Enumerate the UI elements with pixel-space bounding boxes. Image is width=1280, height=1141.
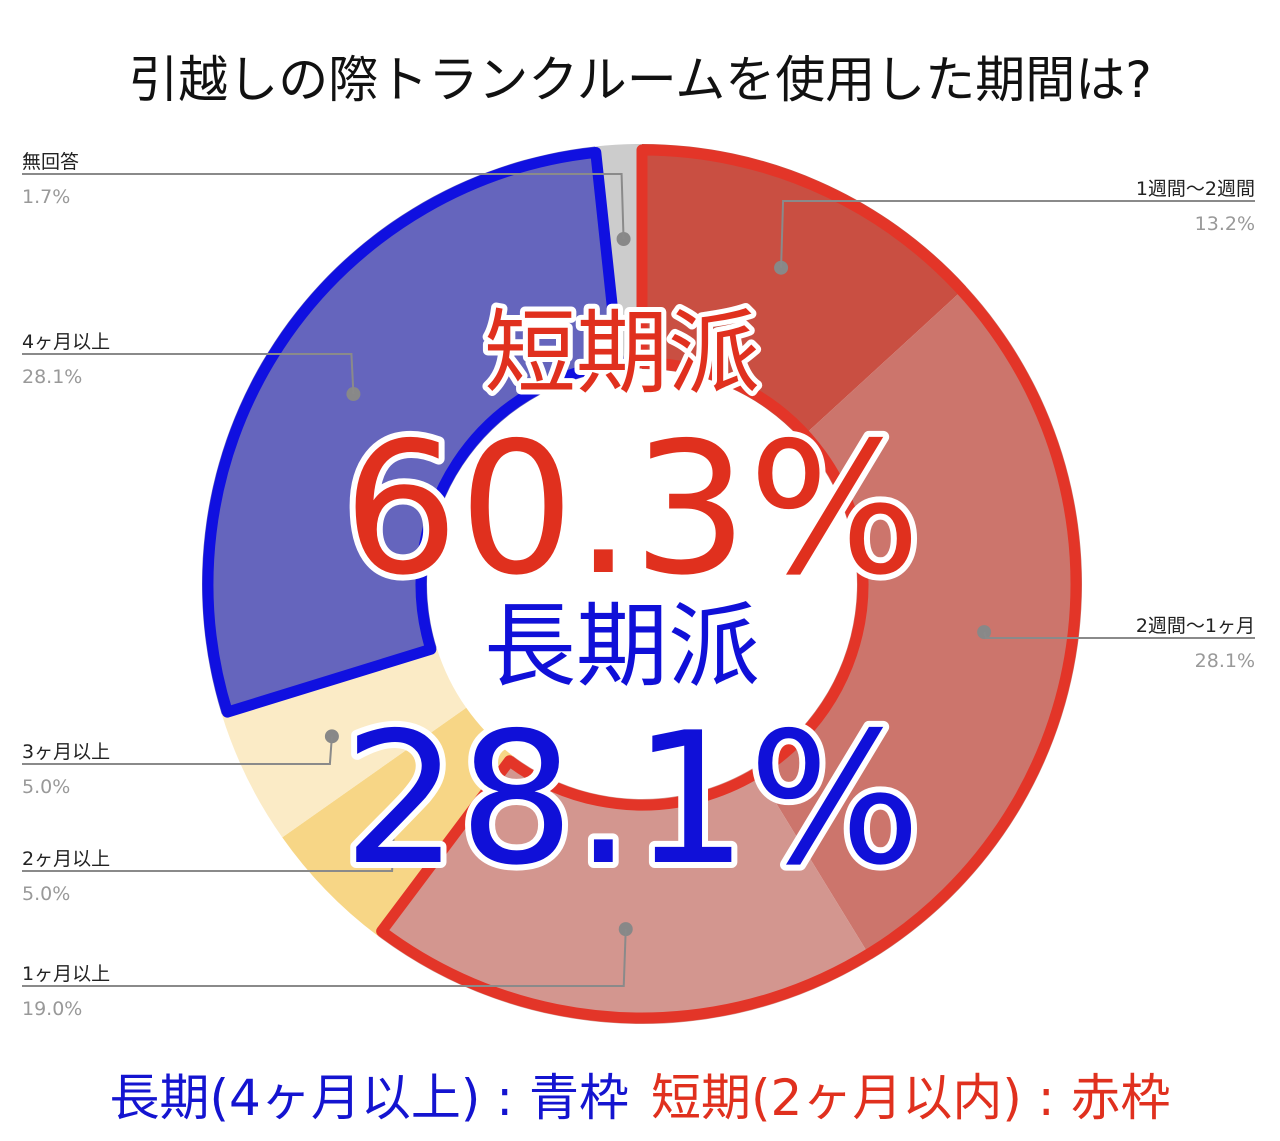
slice-1-leader-line [780, 200, 1255, 268]
slice-1-segment [642, 144, 967, 439]
slice-4-value-label: 5.0% [22, 883, 70, 905]
slices-layer [202, 144, 1082, 1024]
slice-5-label: 3ヶ月以上 [22, 741, 110, 763]
short-term-outline [376, 144, 1082, 1024]
outlines-layer [202, 144, 1082, 1024]
slice-6-value-label: 28.1% [22, 366, 82, 388]
labels-layer: 1週間〜2週間 13.2% 2週間〜1ヶ月 28.1% 1ヶ月以上 19.0% 2ヶ月以上 5… [22, 151, 1255, 1020]
slice-5-value-label: 5.0% [22, 776, 70, 798]
slice-2-value-label: 28.1% [1195, 650, 1255, 672]
slice-1-label: 1週間〜2週間 [1136, 178, 1255, 200]
slice-6-leader-line [22, 353, 355, 395]
slice-7-segment [595, 144, 642, 371]
slice-7-label: 無回答 [22, 151, 79, 173]
long-term-outline [202, 146, 624, 718]
slice-2-leader-line [983, 631, 1255, 639]
chart-title: 引越しの際トランクルームを使用した期間は? [128, 51, 1152, 109]
slice-3-segment [378, 756, 872, 1024]
slice-3-leader-line [22, 929, 627, 987]
slice-7-leader-line [22, 173, 625, 240]
slice-4-leader-line [22, 824, 396, 872]
legend-footer: 長期(4ヶ月以上) : 青枠 短期(2ヶ月以内) : 赤枠 [0, 1058, 1280, 1130]
leaders-layer [22, 173, 1255, 987]
slice-4-label: 2ヶ月以上 [22, 848, 110, 870]
slice-3-value-label: 19.0% [22, 998, 82, 1020]
center-annotations: 短期派 60.3% 長期派 28.1% [337, 295, 927, 911]
slice-7-value-label: 1.7% [22, 186, 70, 208]
slice-6-segment [202, 146, 620, 714]
slice-1-value-label: 13.2% [1195, 213, 1255, 235]
long-term-value: 28.1% [343, 693, 921, 905]
slice-2-label: 2週間〜1ヶ月 [1136, 615, 1255, 637]
short-term-label: 短期派 [484, 300, 760, 407]
slice-6-label: 4ヶ月以上 [22, 331, 110, 353]
long-term-label: 長期派 [484, 593, 760, 700]
short-term-value: 60.3% [343, 403, 921, 615]
slice-5-segment [221, 647, 467, 838]
slice-2-segment [754, 286, 1082, 960]
slice-3-label: 1ヶ月以上 [22, 963, 110, 985]
short-term-legend-text: 短期(2ヶ月以内) : 赤枠 [651, 1069, 1171, 1127]
long-term-legend-text: 長期(4ヶ月以上) : 青枠 [109, 1069, 629, 1127]
slice-5-leader-line [22, 736, 333, 765]
